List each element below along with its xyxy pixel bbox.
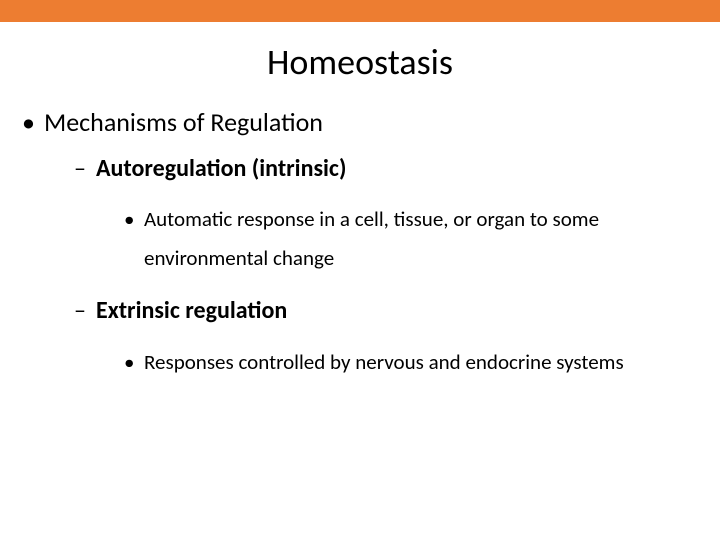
- bullet-lvl1-text: Mechanisms of Regulation: [44, 106, 323, 138]
- bullet-lvl3-text: Responses controlled by nervous and endo…: [144, 349, 624, 375]
- slide-body: Mechanisms of Regulation Autoregulation …: [0, 106, 720, 381]
- bullet-lvl1: Mechanisms of Regulation Autoregulation …: [22, 106, 720, 381]
- slide-title: Homeostasis: [0, 40, 720, 84]
- bullet-lvl3: Automatic response in a cell, tissue, or…: [124, 200, 720, 278]
- top-accent-bar: [0, 0, 720, 22]
- bullet-lvl3: Responses controlled by nervous and endo…: [124, 343, 720, 382]
- bullet-lvl3-text: Automatic response in a cell, tissue, or…: [144, 206, 599, 271]
- bullet-lvl2-heading: Extrinsic regulation: [96, 296, 287, 325]
- slide: { "layout": { "top_bar_color": "#ed7d31"…: [0, 0, 720, 540]
- bullet-lvl2: Extrinsic regulation Responses controlle…: [74, 295, 720, 381]
- bullet-lvl2: Autoregulation (intrinsic) Automatic res…: [74, 153, 720, 278]
- bullet-lvl2-heading: Autoregulation (intrinsic): [96, 154, 346, 183]
